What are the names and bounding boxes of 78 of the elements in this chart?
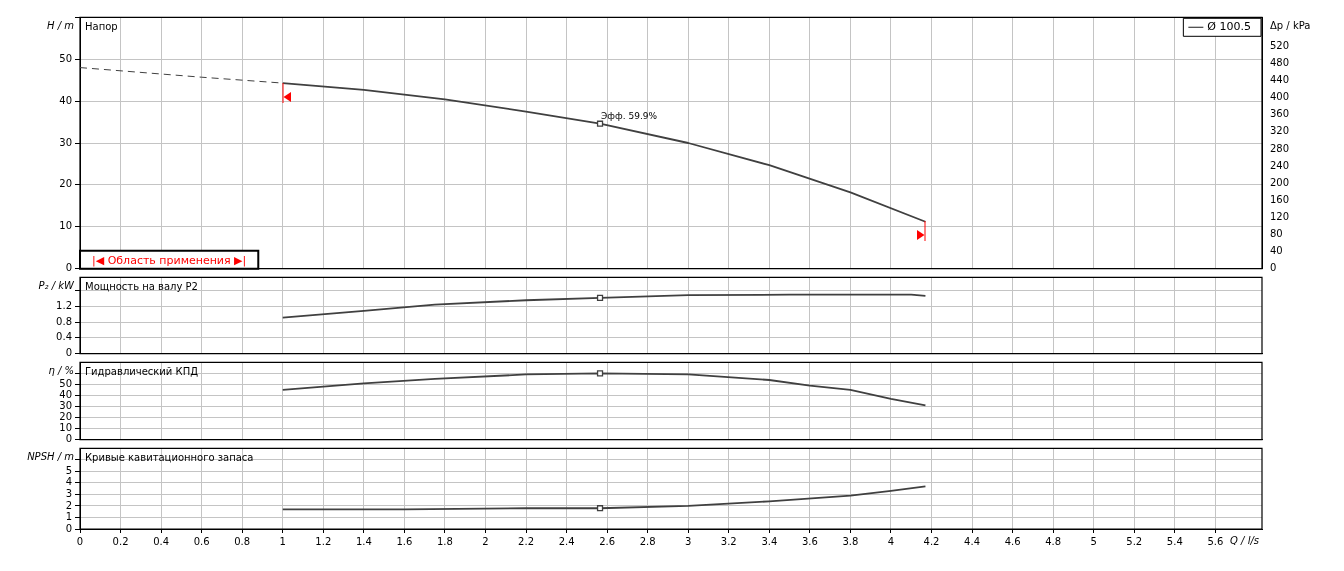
x-tick-label: 3.8 xyxy=(842,535,859,547)
y-tick-label: 4 xyxy=(65,476,72,488)
y-axis-title: NPSH / m xyxy=(27,450,75,462)
y-tick-label: 50 xyxy=(59,377,72,389)
annotation: |◀ Область применения ▶| xyxy=(92,253,247,267)
y-tick-label: 0.4 xyxy=(56,331,72,343)
x-tick-label: 0.6 xyxy=(193,535,210,547)
y-tick-label: 10 xyxy=(59,220,72,232)
x-tick-label: 0.2 xyxy=(112,535,129,547)
x-tick-label: 0.8 xyxy=(234,535,251,547)
chart-title: Гидравлический КПД xyxy=(85,365,199,377)
x-tick-label: 2.6 xyxy=(599,535,616,547)
x-tick-label: 4.6 xyxy=(1004,535,1021,547)
y-axis-title: η / % xyxy=(48,364,74,376)
y2-tick-label: 440 xyxy=(1270,73,1290,85)
x-tick-label: 1.8 xyxy=(436,535,453,547)
y2-tick-label: 480 xyxy=(1270,56,1290,68)
y-axis-title: H / m xyxy=(47,19,75,31)
y2-tick-label: 520 xyxy=(1270,39,1290,51)
y-tick-label: 1 xyxy=(65,510,72,522)
y-tick-label: 0 xyxy=(65,522,72,534)
y2-tick-label: 160 xyxy=(1270,193,1290,205)
chart-title: Кривые кавитационного запаса xyxy=(85,451,254,463)
y-tick-label: 0.8 xyxy=(56,315,72,327)
x-tick-label: 3.4 xyxy=(761,535,778,547)
y-axis-title: P₂ / kW xyxy=(38,279,76,291)
y-tick-label: 30 xyxy=(59,136,72,148)
y-tick-label: 5 xyxy=(65,464,72,476)
y2-tick-label: 0 xyxy=(1270,261,1277,273)
x-tick-label: 5.2 xyxy=(1126,535,1143,547)
x-tick-label: 4.4 xyxy=(964,535,981,547)
chart-title: Мощность на валу P2 xyxy=(85,280,198,292)
x-tick-label: 3 xyxy=(685,535,692,547)
y2-tick-label: 80 xyxy=(1270,227,1283,239)
x-tick-label: 0 xyxy=(76,535,84,547)
x-tick-label: 3.6 xyxy=(801,535,818,547)
y2-tick-label: 120 xyxy=(1270,210,1290,222)
x-tick-label: 2.8 xyxy=(639,535,656,547)
x-tick-label: 4.8 xyxy=(1045,535,1062,547)
x-tick-label: 4.2 xyxy=(923,535,940,547)
y2-tick-label: 200 xyxy=(1270,176,1290,188)
y2-tick-label: 320 xyxy=(1270,125,1290,137)
y-tick-label: 0 xyxy=(65,261,72,273)
y-tick-label: 10 xyxy=(59,421,72,433)
y-tick-label: 20 xyxy=(59,178,72,190)
chart-title: Напор xyxy=(85,20,118,32)
y-tick-label: 0 xyxy=(65,346,72,358)
y-tick-label: 3 xyxy=(65,487,72,499)
y2-tick-label: 280 xyxy=(1270,142,1290,154)
legend-label: Ø 100.5 xyxy=(1207,19,1252,33)
x-tick-label: 5 xyxy=(1090,535,1097,547)
x-tick-label: 4 xyxy=(887,535,895,547)
x-tick-label: 5.4 xyxy=(1166,535,1183,547)
y-tick-label: 50 xyxy=(59,52,72,64)
x-tick-label: 3.2 xyxy=(720,535,737,547)
y2-tick-label: 40 xyxy=(1270,244,1283,256)
x-tick-label: 1.4 xyxy=(355,535,372,547)
x-tick-label: 2.4 xyxy=(558,535,575,547)
x-tick-label: 2 xyxy=(482,535,489,547)
y-tick-label: 30 xyxy=(59,399,72,411)
x-tick-label: 1 xyxy=(279,535,286,547)
y-tick-label: 40 xyxy=(59,94,72,106)
y2-tick-label: 400 xyxy=(1270,90,1290,102)
y-tick-label: 40 xyxy=(59,388,72,400)
y-tick-label: 1.2 xyxy=(56,299,72,311)
x-tick-label: 0.4 xyxy=(153,535,170,547)
y2-tick-label: 360 xyxy=(1270,108,1290,120)
x-axis-title: Q / l/s xyxy=(1230,534,1259,546)
y-tick-label: 20 xyxy=(59,410,72,422)
y-tick-label: 0 xyxy=(65,432,72,444)
annotation: Эфф. 59.9% xyxy=(601,110,658,121)
x-tick-label: 1.2 xyxy=(315,535,332,547)
x-tick-label: 5.6 xyxy=(1207,535,1224,547)
x-tick-label: 1.6 xyxy=(396,535,413,547)
x-tick-label: 2.2 xyxy=(518,535,534,547)
y2-axis-title: Δp / kPa xyxy=(1270,19,1311,31)
y2-tick-label: 240 xyxy=(1270,159,1290,171)
y-tick-label: 2 xyxy=(65,499,72,511)
